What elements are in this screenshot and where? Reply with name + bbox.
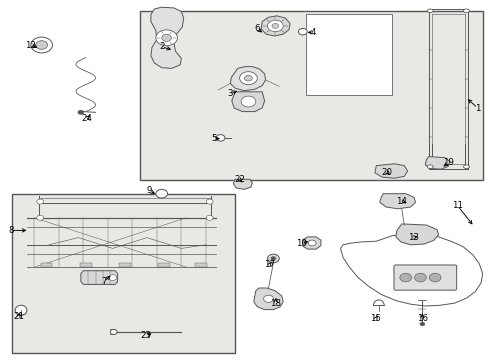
Text: 16: 16 xyxy=(417,314,428,323)
Text: 21: 21 xyxy=(13,312,24,321)
Text: 13: 13 xyxy=(408,233,418,242)
Text: 11: 11 xyxy=(452,201,463,210)
Ellipse shape xyxy=(216,135,225,141)
Ellipse shape xyxy=(241,96,256,107)
Ellipse shape xyxy=(240,72,257,85)
Polygon shape xyxy=(380,194,416,209)
Text: 7: 7 xyxy=(101,277,107,286)
Text: 12: 12 xyxy=(25,40,36,49)
Ellipse shape xyxy=(206,215,213,220)
Polygon shape xyxy=(233,179,252,189)
Ellipse shape xyxy=(268,20,283,32)
Text: 2: 2 xyxy=(159,42,165,51)
Polygon shape xyxy=(341,233,483,306)
Polygon shape xyxy=(396,224,439,245)
Text: 14: 14 xyxy=(396,197,407,206)
Polygon shape xyxy=(306,14,392,95)
Text: 5: 5 xyxy=(211,134,217,143)
Ellipse shape xyxy=(109,275,117,280)
Text: 15: 15 xyxy=(370,314,381,323)
Ellipse shape xyxy=(156,189,168,198)
Text: 22: 22 xyxy=(235,175,245,184)
Text: 3: 3 xyxy=(227,89,233,98)
FancyBboxPatch shape xyxy=(140,11,483,180)
Ellipse shape xyxy=(429,273,441,282)
Ellipse shape xyxy=(400,273,412,282)
Polygon shape xyxy=(81,271,118,284)
Text: 18: 18 xyxy=(270,299,281,307)
Ellipse shape xyxy=(162,34,172,41)
Ellipse shape xyxy=(264,295,273,302)
Polygon shape xyxy=(230,67,266,91)
Ellipse shape xyxy=(420,322,425,326)
Text: 24: 24 xyxy=(82,113,93,122)
Polygon shape xyxy=(41,263,52,267)
Polygon shape xyxy=(261,16,290,36)
Ellipse shape xyxy=(298,28,307,35)
Text: 19: 19 xyxy=(443,158,454,167)
Text: 8: 8 xyxy=(8,226,14,235)
Text: 1: 1 xyxy=(475,104,481,112)
Ellipse shape xyxy=(15,305,27,315)
FancyBboxPatch shape xyxy=(12,194,235,353)
Ellipse shape xyxy=(37,199,44,204)
Ellipse shape xyxy=(36,41,48,49)
Ellipse shape xyxy=(272,23,279,28)
Polygon shape xyxy=(119,263,131,267)
Polygon shape xyxy=(254,288,283,310)
Polygon shape xyxy=(232,92,265,112)
Text: 17: 17 xyxy=(264,260,275,269)
Text: 9: 9 xyxy=(147,186,152,195)
Text: 23: 23 xyxy=(141,331,151,340)
Ellipse shape xyxy=(78,110,84,114)
Text: 20: 20 xyxy=(382,167,392,176)
Ellipse shape xyxy=(110,329,117,334)
Polygon shape xyxy=(158,263,170,267)
Polygon shape xyxy=(80,263,92,267)
Ellipse shape xyxy=(271,257,276,260)
Text: 6: 6 xyxy=(254,24,260,33)
Ellipse shape xyxy=(37,215,44,220)
Ellipse shape xyxy=(308,240,316,246)
Ellipse shape xyxy=(156,30,177,46)
Polygon shape xyxy=(151,7,184,68)
Text: 10: 10 xyxy=(296,238,307,248)
Ellipse shape xyxy=(464,165,469,168)
Polygon shape xyxy=(375,164,408,178)
Ellipse shape xyxy=(206,199,213,204)
FancyBboxPatch shape xyxy=(394,265,457,290)
Ellipse shape xyxy=(415,273,426,282)
Polygon shape xyxy=(425,157,450,169)
Ellipse shape xyxy=(427,165,433,168)
Ellipse shape xyxy=(31,37,52,53)
Ellipse shape xyxy=(268,254,279,263)
Text: 4: 4 xyxy=(311,28,317,37)
Polygon shape xyxy=(195,263,207,267)
Ellipse shape xyxy=(464,9,469,13)
Polygon shape xyxy=(303,237,321,249)
Ellipse shape xyxy=(427,9,433,13)
Ellipse shape xyxy=(245,75,252,81)
